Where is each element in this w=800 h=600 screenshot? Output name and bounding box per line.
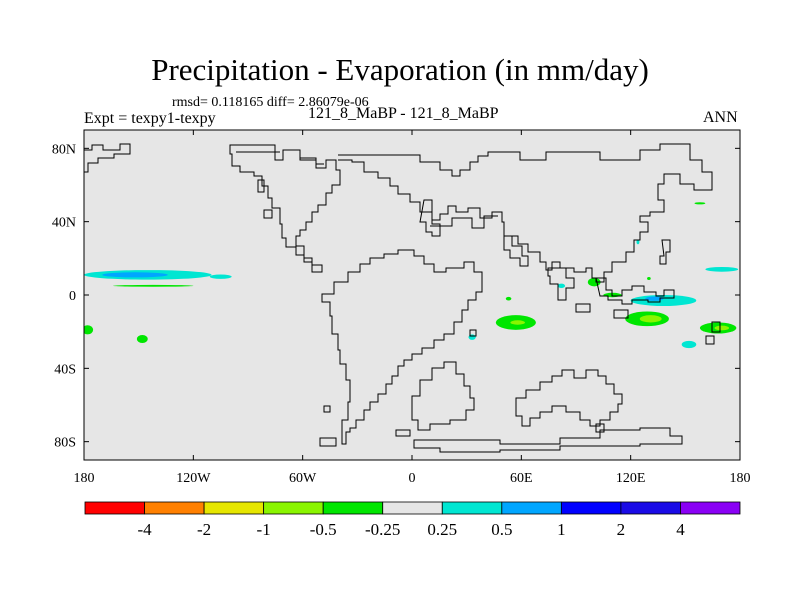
anomaly-south-pacific-negative xyxy=(136,334,148,344)
coastline-new-zealand xyxy=(705,321,721,345)
colorbar-swatch xyxy=(144,501,205,515)
colorbar-swatch xyxy=(620,501,681,515)
coastline-greenland-canada xyxy=(84,143,131,173)
colorbar-swatch xyxy=(680,501,741,515)
map-axes: 180 120W 60W 0 60E 120E 180 80N 40N 0 40S 80S xyxy=(52,130,751,486)
colorbar-label: 0.25 xyxy=(427,520,457,539)
season-label: ANN xyxy=(703,109,738,126)
anomaly-sea-positive xyxy=(681,340,697,349)
anomaly-tropical-pacific-positive-core xyxy=(102,272,168,278)
anomaly-east-indian-negative-core xyxy=(714,325,730,331)
anomaly-indian-ocean-positive-core xyxy=(645,296,664,301)
lon-tick-label: 60W xyxy=(289,471,317,486)
lon-tick-label: 0 xyxy=(409,471,416,486)
coastline-indonesia xyxy=(575,303,629,319)
coastline-se-asia xyxy=(595,277,675,305)
colorbar-label: 0.5 xyxy=(491,520,512,539)
coastline-eurasia xyxy=(300,143,713,283)
coastline-island-a xyxy=(263,209,273,219)
comparison-label: 121_8_MaBP - 121_8_MaBP xyxy=(308,105,499,122)
colorbar-swatch xyxy=(560,501,622,515)
colorbar-label: -0.25 xyxy=(365,520,400,539)
colorbar-swatch xyxy=(263,501,324,515)
colorbar-label: 1 xyxy=(557,520,566,539)
anomaly-south-pacific-west-negative xyxy=(84,325,94,335)
coastline-europe-peninsula xyxy=(419,199,441,237)
coastline-antarctica xyxy=(319,427,683,453)
coastline-north-america xyxy=(229,144,341,273)
colorbar-swatch xyxy=(203,501,265,515)
colorbar-label: -2 xyxy=(197,520,211,539)
coastline-hudson xyxy=(257,179,265,193)
coastline-australia xyxy=(515,369,623,427)
rmsd-diff-stats: rmsd= 0.118165 diff= 2.86079e-06 xyxy=(172,95,369,110)
lon-tick-label: 180 xyxy=(730,471,751,486)
lon-tick-label: 180 xyxy=(74,471,95,486)
anomaly-atlantic-small-negative xyxy=(505,296,512,301)
lat-tick-label: 80S xyxy=(54,436,76,451)
lon-tick-label: 120E xyxy=(616,471,646,486)
anomaly-east-pacific-thin-negative xyxy=(113,284,194,287)
colorbar-swatch xyxy=(501,501,562,515)
anomaly-pacific-warm-pool-positive xyxy=(705,266,739,272)
colorbar: -4 -2 -1 -0.5 -0.25 0.25 0.5 1 2 4 xyxy=(84,501,741,539)
colorbar-label: -1 xyxy=(257,520,271,539)
anomaly-indian-ocean-negative-core xyxy=(639,315,662,323)
coastlines xyxy=(84,143,721,453)
coastline-arabia xyxy=(503,235,529,267)
colorbar-swatch xyxy=(441,501,503,515)
coastline-japan xyxy=(659,239,671,265)
lat-tick-label: 40N xyxy=(52,216,76,231)
colorbar-label: 4 xyxy=(676,520,685,539)
lon-tick-label: 60E xyxy=(510,471,533,486)
colorbar-swatch xyxy=(84,501,145,515)
coastline-south-america xyxy=(321,249,483,445)
colorbar-label: -0.5 xyxy=(310,520,337,539)
anomaly-south-atlantic-negative-core xyxy=(510,320,525,325)
colorbar-swatch xyxy=(322,501,384,515)
coastline-small-islands xyxy=(323,329,605,433)
anomaly-central-pacific-positive xyxy=(209,274,232,279)
lat-tick-label: 0 xyxy=(69,289,76,304)
coastline-mediterranean xyxy=(430,215,498,229)
coastline-india xyxy=(547,267,575,301)
anomaly-contours xyxy=(84,202,739,349)
colorbar-swatch xyxy=(382,501,443,515)
coastline-africa-south xyxy=(411,361,475,431)
lon-tick-label: 120W xyxy=(176,471,211,486)
colorbar-label: 2 xyxy=(617,520,626,539)
anomaly-north-pacific-negative xyxy=(694,202,706,205)
colorbar-label: -4 xyxy=(137,520,152,539)
anomaly-north-atlantic-positive xyxy=(636,239,640,245)
experiment-label: Expt = texpy1-texpy xyxy=(84,110,216,127)
anomaly-ne-small-negative xyxy=(647,277,651,280)
lat-tick-label: 80N xyxy=(52,142,76,157)
anomaly-equatorial-positive-a xyxy=(557,283,566,289)
lat-tick-label: 40S xyxy=(54,362,76,377)
plot-title: Precipitation - Evaporation (in mm/day) xyxy=(151,52,649,87)
